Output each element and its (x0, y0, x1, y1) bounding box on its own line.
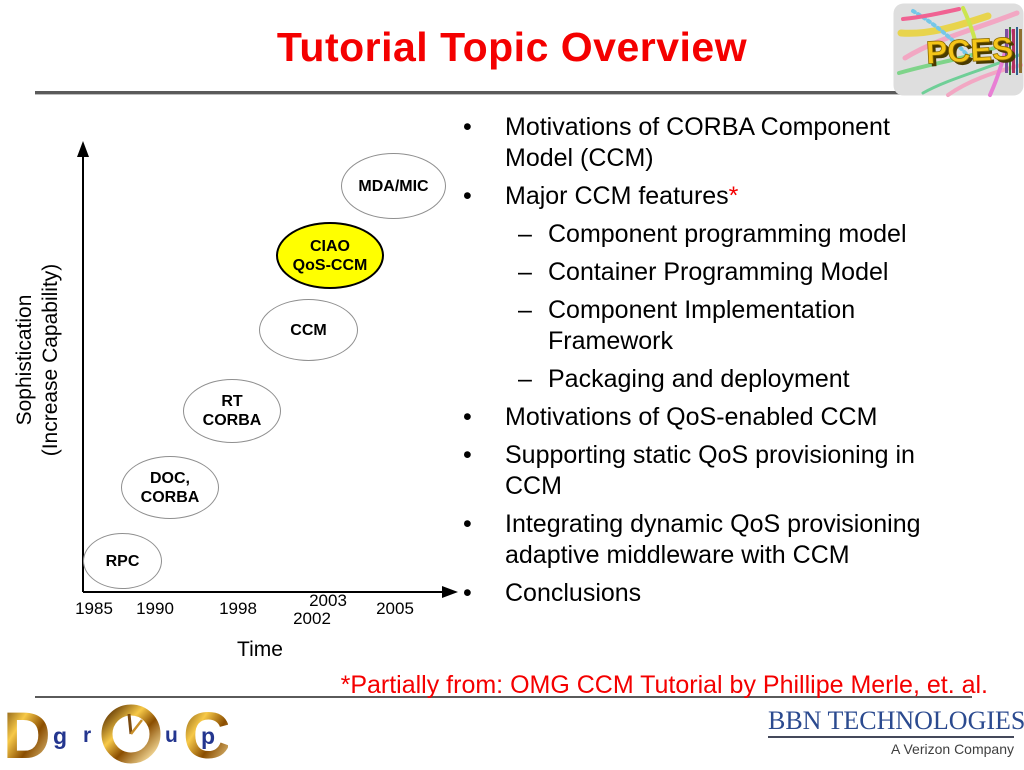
agenda-list: • Motivations of CORBA Component Model (… (458, 112, 963, 616)
dash-marker: – (518, 258, 532, 286)
timeline-node-mda-mic: MDA/MIC (341, 153, 446, 219)
x-axis-label: Time (237, 638, 283, 661)
agenda-item: • Motivations of QoS-enabled CCM (458, 402, 963, 433)
bullet-marker: • (463, 441, 472, 469)
timeline-node-ccm: CCM (259, 299, 358, 361)
doc-clock-hand-hour (130, 719, 143, 735)
timeline-node-doc-corba: DOC, CORBA (121, 456, 219, 519)
agenda-subitem: – Container Programming Model (518, 257, 963, 288)
bbn-logo: BBN TECHNOLOGIES A Verizon Company (768, 706, 1024, 757)
agenda-item-text: Component programming model (548, 220, 907, 248)
agenda-item-text: Motivations of CORBA Component Model (CC… (505, 113, 890, 172)
bbn-divider (768, 736, 1014, 738)
agenda-item-text: Component Implementation Framework (548, 296, 856, 355)
slide-title: Tutorial Topic Overview (276, 24, 748, 70)
agenda-item: • Major CCM features* (458, 181, 963, 212)
timeline-node-rt-corba: RT CORBA (183, 379, 281, 443)
footnote-asterisk: * (728, 182, 739, 210)
pces-barcode (1005, 27, 1022, 75)
dash-marker: – (518, 296, 532, 324)
doc-group-logo: D g r C u p (3, 698, 231, 770)
agenda-item: • Supporting static QoS provisioning in … (458, 440, 963, 502)
agenda-item: • Motivations of CORBA Component Model (… (458, 112, 963, 174)
agenda-item: • Conclusions (458, 578, 963, 609)
timeline-node-rpc: RPC (83, 533, 162, 589)
agenda-subitem: – Component Implementation Framework (518, 295, 963, 357)
bbn-name: BBN TECHNOLOGIES (768, 706, 1024, 735)
x-tick-2003: 2003 (309, 591, 347, 610)
doc-letter-g: g (53, 723, 67, 749)
x-tick-2002: 2002 (293, 609, 331, 628)
doc-clock-hand-minute (127, 713, 133, 735)
dash-marker: – (518, 365, 532, 393)
title-divider (35, 91, 972, 95)
timeline-node-ciao-qos-ccm: CIAO QoS-CCM (276, 222, 384, 289)
pces-text-shadow: PCES (928, 33, 1017, 74)
bullet-marker: • (463, 113, 472, 141)
pces-logo: PCES PCES (893, 3, 1024, 103)
x-tick-2005: 2005 (376, 599, 414, 618)
agenda-subitem: – Packaging and deployment (518, 364, 963, 395)
agenda-item-text: Conclusions (505, 579, 642, 607)
agenda-subitem: – Component programming model (518, 219, 963, 250)
agenda-item-text: Major CCM features* (505, 181, 963, 212)
agenda-item-text: Container Programming Model (548, 258, 889, 286)
x-tick-1990: 1990 (136, 599, 174, 618)
agenda-item-text: Packaging and deployment (548, 365, 850, 393)
bullet-marker: • (463, 579, 472, 607)
agenda-item-text: Integrating dynamic QoS provisioning ada… (505, 510, 921, 569)
timeline-axes (77, 141, 458, 598)
agenda-item-text: Motivations of QoS-enabled CCM (505, 403, 878, 431)
agenda-item: • Integrating dynamic QoS provisioning a… (458, 509, 963, 571)
footnote-text: *Partially from: OMG CCM Tutorial by Phi… (340, 671, 988, 699)
x-tick-1985: 1985 (75, 599, 113, 618)
pces-text: PCES (925, 30, 1014, 71)
agenda-item-text: Supporting static QoS provisioning in CC… (505, 441, 915, 500)
y-axis-arrowhead (77, 141, 89, 157)
doc-letter-c: C (183, 703, 228, 765)
bbn-tagline: A Verizon Company (891, 741, 1014, 757)
bullet-marker: • (463, 510, 472, 538)
doc-clock-ring (101, 704, 161, 764)
agenda-item-text-main: Major CCM features (505, 182, 729, 210)
bullet-marker: • (463, 182, 472, 210)
doc-letter-p: p (201, 723, 215, 749)
doc-letter-r: r (83, 724, 91, 747)
doc-letter-u: u (165, 724, 178, 747)
pces-logo-art: PCES PCES (893, 3, 1024, 97)
y-axis-label: Sophistication (Increase Capability) (12, 229, 64, 491)
x-axis-arrowhead (442, 586, 458, 598)
y-axis-label-line1: Sophistication (13, 294, 36, 426)
bullet-marker: • (463, 403, 472, 431)
dash-marker: – (518, 220, 532, 248)
doc-group-logo-art: D g r C u p (3, 698, 231, 770)
footer-divider (35, 696, 972, 698)
doc-letter-d: D (3, 703, 51, 765)
x-tick-1998: 1998 (219, 599, 257, 618)
